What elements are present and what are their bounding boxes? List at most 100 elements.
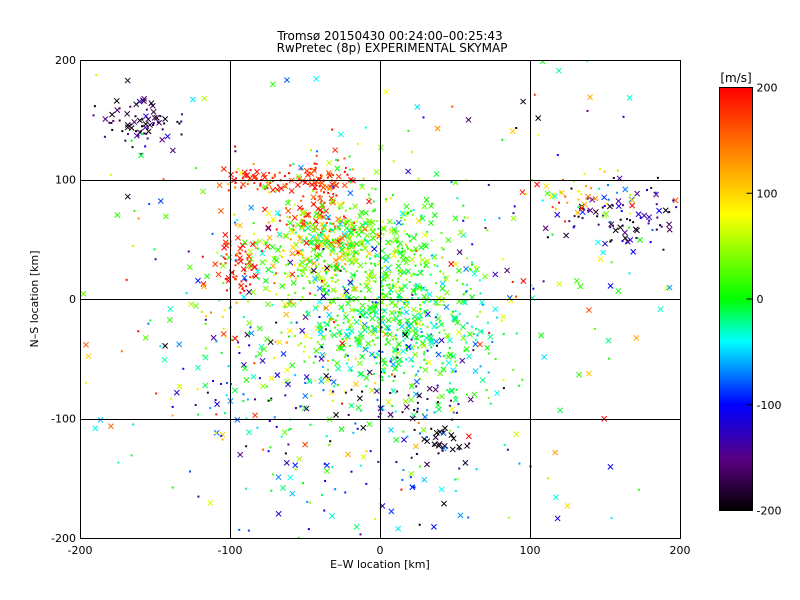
- data-point-dot: [329, 202, 332, 205]
- data-point-dot: [372, 200, 375, 203]
- data-point-dot: [338, 228, 341, 231]
- data-point-dot: [381, 275, 384, 278]
- data-point-dot: [224, 335, 227, 338]
- data-point-dot: [223, 412, 226, 415]
- data-point-cross: [641, 212, 648, 219]
- data-point-dot: [324, 328, 327, 331]
- data-point-dot: [359, 283, 362, 286]
- data-point-dot: [249, 169, 252, 172]
- data-point-cross: [666, 226, 673, 233]
- data-point-dot: [608, 357, 611, 360]
- data-point-dot: [385, 337, 388, 340]
- data-point-dot: [551, 233, 554, 236]
- data-point-dot: [234, 264, 237, 267]
- data-point-dot: [374, 264, 377, 267]
- data-point-cross: [448, 432, 455, 439]
- colorbar-tick-label: -100: [757, 399, 782, 412]
- data-point-dot: [334, 319, 337, 322]
- data-point-dot: [328, 301, 331, 304]
- data-point-cross: [408, 383, 415, 390]
- data-point-dot: [388, 292, 391, 295]
- data-point-dot: [132, 244, 135, 247]
- data-point-cross: [432, 299, 439, 306]
- data-point-cross: [353, 295, 360, 302]
- data-point-dot: [489, 402, 492, 405]
- data-point-dot: [201, 255, 204, 258]
- data-point-dot: [341, 241, 344, 244]
- data-point-dot: [406, 245, 409, 248]
- data-point-dot: [436, 313, 439, 316]
- data-point-cross: [250, 373, 257, 380]
- data-point-cross: [369, 315, 376, 322]
- data-point-dot: [197, 495, 200, 498]
- data-point-cross: [439, 297, 445, 304]
- data-point-cross: [319, 202, 326, 208]
- data-point-dot: [341, 265, 344, 268]
- data-point-dot: [414, 264, 417, 267]
- data-point-cross: [456, 443, 463, 450]
- data-point-cross: [252, 272, 259, 279]
- data-point-dot: [461, 282, 464, 285]
- data-point-dot: [343, 286, 346, 289]
- data-point-cross: [359, 302, 366, 309]
- data-point-dot: [454, 360, 457, 363]
- data-point-cross: [395, 361, 402, 368]
- data-point-dot: [378, 487, 381, 490]
- data-point-cross: [387, 286, 394, 293]
- data-point-dot: [577, 206, 580, 209]
- data-point-dot: [267, 450, 270, 453]
- data-point-dot: [383, 265, 386, 268]
- data-point-dot: [318, 194, 321, 197]
- data-point-dot: [386, 304, 389, 307]
- data-point-dot: [112, 119, 115, 122]
- y-tick-label: -200: [51, 532, 76, 545]
- data-point-dot: [281, 256, 284, 259]
- data-point-cross: [397, 240, 404, 247]
- data-point-dot: [417, 177, 420, 180]
- data-point-cross: [256, 325, 263, 332]
- data-point-dot: [416, 401, 419, 404]
- data-point-cross: [434, 125, 441, 132]
- data-point-cross: [396, 310, 403, 317]
- data-point-dot: [570, 187, 573, 190]
- data-point-dot: [647, 222, 650, 225]
- data-point-dot: [401, 306, 404, 309]
- data-point-cross: [286, 302, 293, 308]
- data-point-dot: [421, 335, 424, 338]
- data-point-cross: [248, 204, 255, 211]
- data-point-dot: [347, 252, 350, 255]
- data-point-cross: [246, 429, 253, 436]
- data-point-cross: [237, 451, 244, 458]
- data-point-cross: [422, 232, 428, 239]
- data-point-dot: [468, 442, 471, 445]
- data-point-cross: [492, 271, 499, 278]
- data-point-dot: [353, 221, 356, 224]
- data-point-cross: [290, 279, 297, 286]
- data-point-cross: [232, 335, 239, 342]
- data-point-cross: [256, 350, 263, 357]
- data-point-cross: [202, 354, 209, 361]
- data-point-cross: [302, 392, 309, 399]
- data-point-dot: [577, 198, 580, 201]
- data-point-dot: [187, 250, 190, 253]
- data-point-dot: [401, 360, 404, 363]
- data-point-dot: [313, 162, 316, 165]
- data-point-dot: [629, 194, 632, 197]
- data-point-dot: [455, 364, 458, 367]
- data-point-cross: [402, 398, 409, 405]
- data-point-dot: [403, 230, 406, 233]
- data-point-dot: [418, 465, 421, 468]
- data-point-dot: [234, 254, 237, 257]
- data-point-cross: [573, 277, 580, 284]
- data-point-dot: [245, 417, 248, 420]
- data-point-dot: [331, 399, 334, 402]
- data-point-dot: [487, 371, 490, 374]
- data-point-cross: [393, 315, 400, 322]
- data-point-dot: [423, 301, 426, 304]
- data-point-dot: [346, 320, 349, 323]
- data-point-dot: [349, 207, 352, 210]
- data-point-cross: [145, 128, 152, 135]
- data-point-dot: [327, 191, 330, 194]
- data-point-dot: [411, 382, 414, 385]
- data-point-dot: [603, 170, 606, 173]
